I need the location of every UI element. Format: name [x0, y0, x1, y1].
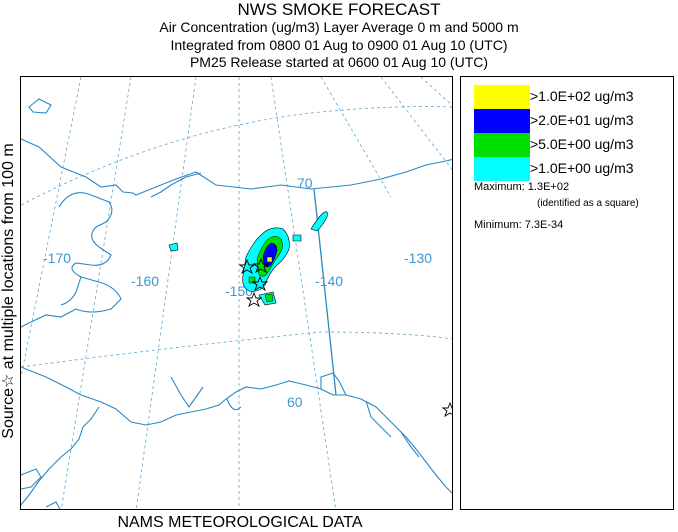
integration-period: Integrated from 0800 01 Aug to 0900 01 A… [170, 37, 508, 53]
maximum-value: Maximum: 1.3E+02 [474, 181, 570, 193]
lon-label: -140 [315, 273, 343, 289]
concentration-subtitle: Air Concentration (ug/m3) Layer Average … [159, 19, 519, 35]
lon-label: -170 [43, 250, 71, 266]
source-markers [238, 257, 452, 418]
source-star-icon [441, 401, 452, 418]
lon-label: -160 [131, 273, 159, 289]
maximum-note: (identified as a square) [537, 198, 639, 209]
legend-panel: >1.0E+02 ug/m3 >2.0E+01 ug/m3 >5.0E+00 u… [460, 76, 674, 510]
source-star-icon [245, 291, 263, 308]
forecast-title: NWS SMOKE FORECAST [237, 0, 441, 19]
legend-swatch [474, 85, 530, 109]
source-side-label: Source☆ at multiple locations from 100 m [0, 143, 17, 439]
legend-label: >1.0E+02 ug/m3 [530, 88, 634, 104]
minimum-value: Minimum: 7.3E-34 [474, 219, 564, 231]
legend-swatch [474, 157, 530, 181]
smoke-map-panel: -170 -160 -150 -140 -130 70 60 [20, 76, 453, 510]
graticule [21, 77, 452, 509]
lon-label: -130 [404, 250, 432, 266]
lat-label: 70 [297, 175, 313, 191]
lat-label: 60 [287, 394, 303, 410]
smoke-plume-yellow [266, 256, 273, 263]
coastline [21, 98, 452, 509]
release-start: PM25 Release started at 0600 01 Aug 10 (… [189, 54, 489, 70]
data-source-footer: NAMS METEOROLOGICAL DATA [117, 514, 363, 531]
source-star-icon [251, 275, 269, 292]
legend-swatch [474, 109, 530, 133]
legend-label: >2.0E+01 ug/m3 [530, 112, 634, 128]
alaska-map: -170 -160 -150 -140 -130 70 60 [21, 77, 452, 509]
source-star-icon [252, 257, 270, 274]
source-star-icon [238, 258, 256, 275]
legend-swatch [474, 133, 530, 157]
legend-label: >1.0E+00 ug/m3 [530, 160, 634, 176]
smoke-plume-blue [262, 242, 278, 268]
legend-label: >5.0E+00 ug/m3 [530, 136, 634, 152]
